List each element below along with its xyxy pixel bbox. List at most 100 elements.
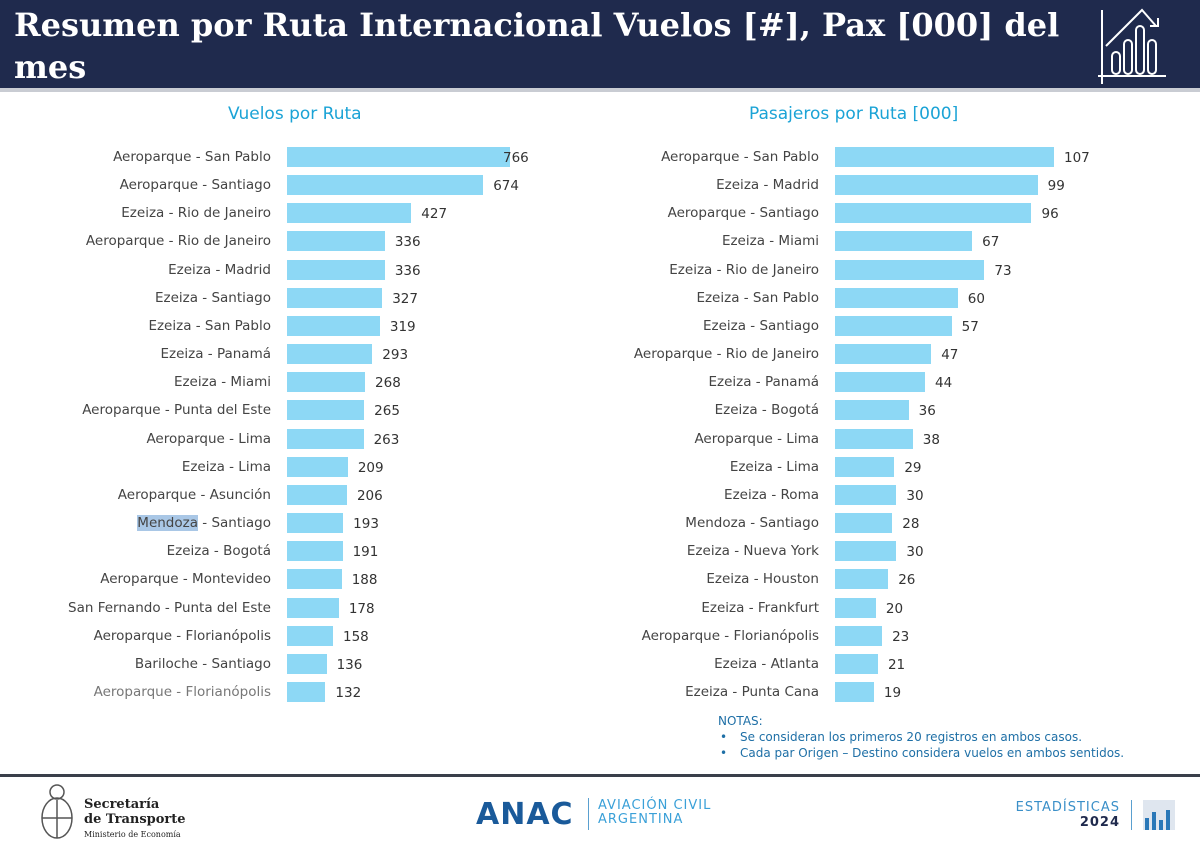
bar-label: Ezeiza - San Pablo xyxy=(696,289,819,306)
logo-divider xyxy=(588,798,589,830)
data-label: 107 xyxy=(1064,150,1090,166)
bar-label: Ezeiza - Miami xyxy=(721,233,819,250)
data-label: 136 xyxy=(336,656,363,673)
bar-label: Ezeiza - Lima xyxy=(729,458,819,475)
bar-label: Aeroparque - Santiago xyxy=(119,177,271,194)
secretaria-transporte-logo: Secretaría de Transporte Ministerio de E… xyxy=(84,797,186,842)
bar-label: Ezeiza - Madrid xyxy=(168,261,271,278)
data-label: 29 xyxy=(904,459,922,476)
bar-label: Ezeiza - Lima xyxy=(181,458,271,475)
bar-chart-icon xyxy=(1143,800,1175,830)
bar-label: Ezeiza - Punta Cana xyxy=(685,684,819,701)
logo-text: AVIACIÓN CIVIL xyxy=(598,798,712,813)
bar xyxy=(287,287,383,308)
data-label: 327 xyxy=(392,290,418,307)
note-item: Se consideran los primeros 20 registros … xyxy=(718,729,1124,745)
bar xyxy=(835,682,874,703)
bar-label: Ezeiza - Santiago xyxy=(702,317,819,334)
bar xyxy=(287,315,380,336)
bar xyxy=(835,203,1032,224)
bar-label: Ezeiza - Panamá xyxy=(708,374,819,391)
bar xyxy=(835,484,897,505)
bar xyxy=(835,653,878,674)
logo-text: ARGENTINA xyxy=(598,812,684,827)
data-label: 23 xyxy=(892,628,910,645)
bar xyxy=(287,682,326,703)
data-label: 336 xyxy=(394,234,421,251)
data-label: 206 xyxy=(356,487,383,504)
data-label: 30 xyxy=(906,544,924,561)
bar xyxy=(287,597,339,618)
bar-label: Aeroparque - Asunción xyxy=(117,486,271,503)
bar xyxy=(287,541,343,562)
data-label: 67 xyxy=(982,234,1000,251)
bar xyxy=(835,513,893,534)
bar-label: Aeroparque - Lima xyxy=(694,430,819,447)
data-label: 99 xyxy=(1047,178,1065,195)
bar-label: Ezeiza - Rio de Janeiro xyxy=(669,261,819,278)
data-label: 209 xyxy=(357,459,384,476)
logo-text: ESTADÍSTICAS xyxy=(1015,800,1120,815)
data-label: 293 xyxy=(382,347,409,364)
chart-title-vuelos: Vuelos por Ruta xyxy=(228,104,362,124)
bar xyxy=(287,513,344,534)
bar-label: Aeroparque - Montevideo xyxy=(100,571,271,588)
footer-divider xyxy=(0,774,1200,777)
bar-label: Aeroparque - San Pablo xyxy=(661,149,819,165)
data-label: 336 xyxy=(394,262,421,279)
bar-label: Aeroparque - Lima xyxy=(146,430,271,447)
logo-text: de Transporte xyxy=(84,812,186,827)
data-label: 191 xyxy=(352,544,379,561)
bar-label: Aeroparque - Florianópolis xyxy=(641,627,819,644)
bar-label: Ezeiza - Bogotá xyxy=(166,543,271,560)
bar xyxy=(287,259,385,280)
bar-label: Ezeiza - Santiago xyxy=(154,289,271,306)
bar-label: Ezeiza - Nueva York xyxy=(686,543,819,560)
data-label: 20 xyxy=(885,600,904,617)
data-label: 47 xyxy=(941,347,959,364)
bar-label: Ezeiza - San Pablo xyxy=(148,317,271,334)
estadisticas-logo: ESTADÍSTICAS 2024 xyxy=(1000,800,1120,830)
logo-text: 2024 xyxy=(1079,815,1120,830)
data-label: 766 xyxy=(503,150,529,166)
data-label: 28 xyxy=(902,516,920,533)
data-label: 193 xyxy=(353,516,379,533)
text-selection: Mendoza xyxy=(137,515,198,532)
argentina-coat-of-arms-icon xyxy=(41,784,73,839)
bar-label: Ezeiza - Madrid xyxy=(716,177,819,194)
bar-label: Aeroparque - Florianópolis xyxy=(93,684,271,701)
bar-label: Ezeiza - Miami xyxy=(173,374,271,391)
bar xyxy=(835,428,913,449)
bar xyxy=(287,372,366,393)
bar-label: Mendoza - Santiago xyxy=(685,515,819,532)
notes: NOTAS: Se consideran los primeros 20 reg… xyxy=(718,713,1124,761)
bar xyxy=(835,175,1038,196)
bar-label: Ezeiza - Roma xyxy=(724,486,819,503)
bar xyxy=(835,231,973,252)
data-label: 265 xyxy=(374,403,400,420)
data-label: 188 xyxy=(351,572,378,589)
bar xyxy=(835,400,909,421)
data-label: 158 xyxy=(342,628,369,645)
bar xyxy=(835,541,897,562)
bar xyxy=(835,597,876,618)
data-label: 19 xyxy=(883,685,902,702)
data-label: 178 xyxy=(348,600,375,617)
bar xyxy=(287,400,365,421)
bar-label: Ezeiza - Atlanta xyxy=(714,655,819,672)
data-label: 38 xyxy=(922,431,940,448)
bar-label: Aeroparque - Rio de Janeiro xyxy=(633,346,819,363)
bar xyxy=(835,625,883,646)
chart-title-pasajeros: Pasajeros por Ruta [000] xyxy=(749,104,959,124)
data-label: 263 xyxy=(373,431,400,448)
data-label: 57 xyxy=(961,318,979,335)
bar-label: Ezeiza - Bogotá xyxy=(714,402,819,419)
bar xyxy=(287,428,364,449)
bar xyxy=(287,175,484,196)
bar-label: San Fernando - Punta del Este xyxy=(68,599,271,616)
logo-text: Secretaría xyxy=(84,797,160,812)
logo-text: Ministerio de Economía xyxy=(84,830,181,839)
data-label: 44 xyxy=(935,375,953,392)
data-label: 96 xyxy=(1041,206,1059,223)
bar xyxy=(287,456,348,477)
